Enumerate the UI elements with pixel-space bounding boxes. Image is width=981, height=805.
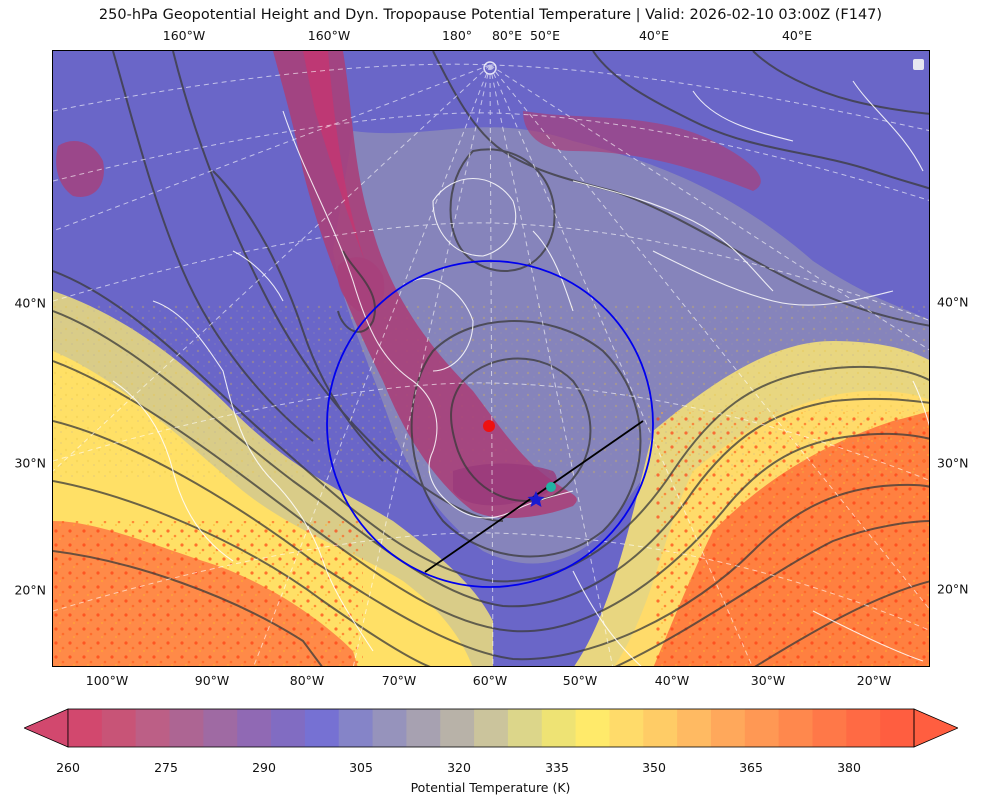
bottom-tick-30w: 30°W <box>750 673 786 688</box>
bottom-tick-100w: 100°W <box>85 673 129 688</box>
colorbar-segment <box>778 709 813 747</box>
colorbar-segment <box>474 709 509 747</box>
north-streak <box>523 111 761 191</box>
low-center-marker <box>483 420 495 432</box>
bottom-tick-70w: 70°W <box>381 673 417 688</box>
top-tick-1: 160°W <box>162 28 206 43</box>
colorbar-segment <box>237 709 272 747</box>
cutoff-low-fill <box>453 463 557 506</box>
bottom-tick-50w: 50°W <box>562 673 598 688</box>
map-svg <box>53 51 929 666</box>
legend-patch <box>913 59 924 70</box>
colorbar-segment <box>271 709 306 747</box>
colorbar-segment <box>406 709 441 747</box>
colorbar-segment <box>440 709 475 747</box>
left-tick-20n: 20°N <box>14 582 46 598</box>
colorbar-tick-350: 350 <box>642 760 666 775</box>
colorbar-segment <box>710 709 746 747</box>
top-tick-6: 40°E <box>638 28 670 43</box>
trough-streamer <box>273 51 577 518</box>
colorbar-frame <box>67 708 915 748</box>
colorbar-svg <box>22 708 960 748</box>
pole-marker <box>483 61 497 75</box>
colorbar-tick-320: 320 <box>447 760 471 775</box>
left-tick-30n: 30°N <box>14 455 46 471</box>
top-tick-5: 50°E <box>529 28 561 43</box>
colorbar-tick-365: 365 <box>739 760 763 775</box>
colorbar-segment <box>744 709 780 747</box>
bottom-tick-80w: 80°W <box>289 673 325 688</box>
colorbar-segment <box>169 709 204 747</box>
colorbar-label: Potential Temperature (K) <box>410 780 571 795</box>
colorbar-segment <box>643 709 678 747</box>
bottom-tick-90w: 90°W <box>194 673 230 688</box>
colorbar-tick-335: 335 <box>545 760 569 775</box>
chart-title: 250-hPa Geopotential Height and Dyn. Tro… <box>98 7 883 23</box>
colorbar-segment <box>101 709 137 747</box>
colorbar-tick-260: 260 <box>56 760 80 775</box>
top-tick-2: 160°W <box>307 28 351 43</box>
colorbar-segment <box>507 709 543 747</box>
colorbar-tick-380: 380 <box>837 760 861 775</box>
colorbar-tick-290: 290 <box>252 760 276 775</box>
top-tick-3: 180° <box>441 28 473 43</box>
colorbar-segment <box>304 709 340 747</box>
secondary-marker <box>546 482 556 492</box>
colorbar-tick-305: 305 <box>349 760 373 775</box>
colorbar-segment <box>677 709 712 747</box>
right-tick-30n: 30°N <box>937 455 969 471</box>
top-tick-7: 40°E <box>781 28 813 43</box>
right-tick-20n: 20°N <box>937 581 969 597</box>
bottom-tick-20w: 20°W <box>856 673 892 688</box>
colorbar-segment <box>338 709 374 747</box>
bottom-tick-60w: 60°W <box>472 673 508 688</box>
colorbar-segment <box>372 709 407 747</box>
trough-core <box>303 51 365 261</box>
map-panel[interactable] <box>52 50 930 667</box>
graticule <box>53 63 929 666</box>
target-star-marker <box>527 491 545 507</box>
colorbar <box>22 705 960 751</box>
bottom-tick-40w: 40°W <box>654 673 690 688</box>
colorbar-segment <box>575 709 610 747</box>
colorbar-tick-275: 275 <box>154 760 178 775</box>
range-circle <box>326 260 654 588</box>
colorbar-segment <box>135 709 171 747</box>
right-tick-40n: 40°N <box>937 294 969 310</box>
coastlines <box>112 80 929 666</box>
left-tick-40n: 40°N <box>14 295 46 311</box>
top-tick-4: 80°E <box>491 28 523 43</box>
colorbar-extend-low <box>22 708 69 748</box>
colorbar-segment <box>541 709 577 747</box>
colorbar-segment <box>68 709 103 747</box>
colorbar-segment <box>880 709 915 747</box>
colorbar-extend-high <box>913 708 960 748</box>
nw-blob <box>56 141 104 197</box>
colorbar-segment <box>846 709 881 747</box>
colorbar-segment <box>609 709 644 747</box>
colorbar-segment <box>203 709 238 747</box>
height-contours <box>53 51 929 666</box>
colorbar-segment <box>812 709 847 747</box>
